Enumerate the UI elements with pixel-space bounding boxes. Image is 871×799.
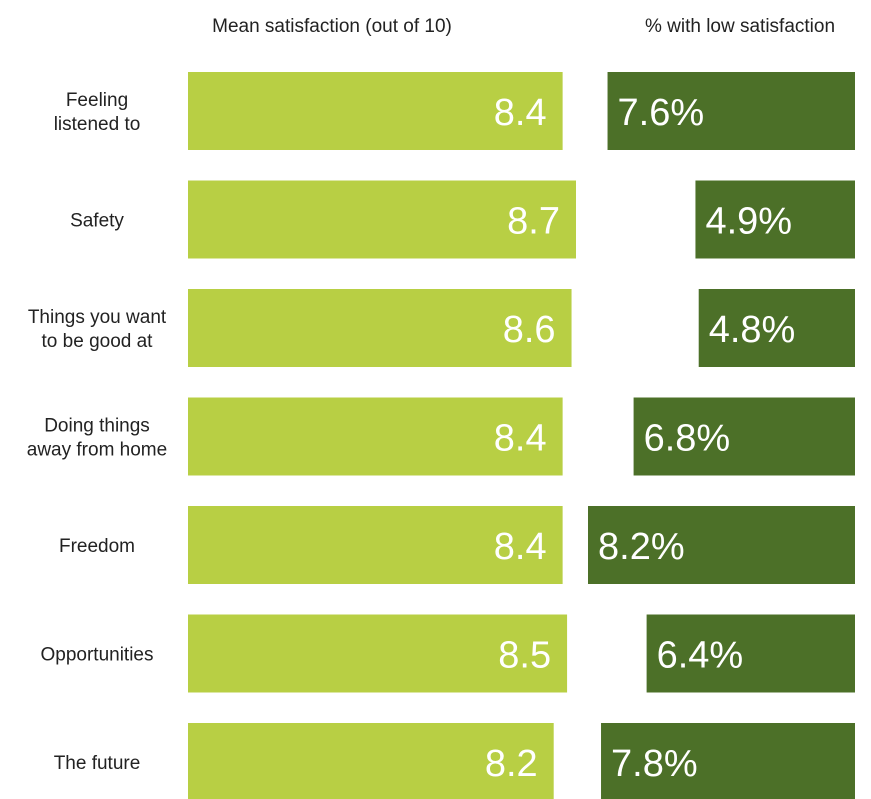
mean-satisfaction-value-label: 8.4 (494, 92, 547, 134)
category-label: Safety (70, 211, 124, 232)
category-label-line: Freedom (59, 536, 135, 557)
low-satisfaction-bar (588, 506, 855, 584)
mean-satisfaction-value-label: 8.2 (485, 743, 538, 785)
category-label: The future (54, 753, 141, 774)
low-satisfaction-value-label: 7.8% (611, 743, 698, 785)
low-satisfaction-bars: 7.6% 4.9% 4.8% 6.8% 8.2% 6.4% 7.8% (588, 72, 855, 799)
category-label: Things you want to be good at (28, 307, 167, 352)
low-satisfaction-bar (601, 723, 855, 799)
category-label-line: Feeling (66, 90, 128, 111)
category-label-line: Doing things (44, 416, 150, 437)
mean-satisfaction-value-label: 8.6 (503, 309, 556, 351)
category-label: Doing things away from home (27, 416, 167, 461)
mean-satisfaction-bars: 8.4 8.7 8.6 8.4 8.4 8.5 8.2 (188, 72, 576, 799)
mean-satisfaction-bar (188, 397, 563, 476)
mean-satisfaction-header: Mean satisfaction (out of 10) (212, 16, 452, 37)
category-label-line: to be good at (42, 331, 154, 352)
mean-satisfaction-bar (188, 506, 563, 584)
category-label-line: Things you want (28, 307, 167, 328)
low-satisfaction-value-label: 6.8% (644, 418, 731, 460)
low-satisfaction-value-label: 4.8% (709, 309, 796, 351)
category-label: Opportunities (40, 645, 153, 666)
low-satisfaction-bar (698, 289, 855, 367)
mean-satisfaction-value-label: 8.4 (494, 526, 547, 568)
mean-satisfaction-bar (188, 723, 554, 799)
mean-satisfaction-bar (188, 289, 572, 367)
mean-satisfaction-bar (188, 180, 576, 259)
category-label: Freedom (59, 536, 135, 557)
mean-satisfaction-bar (188, 614, 568, 693)
low-satisfaction-bar (633, 397, 855, 476)
category-label-line: Opportunities (40, 645, 153, 666)
category-label-line: listened to (54, 114, 141, 135)
low-satisfaction-bar (695, 180, 855, 259)
category-label-line: away from home (27, 440, 167, 461)
low-satisfaction-bar (607, 72, 855, 150)
category-labels: Feeling listened to Safety Things you want t… (27, 90, 167, 774)
category-label: Feeling listened to (54, 90, 141, 135)
mean-satisfaction-value-label: 8.5 (498, 635, 551, 677)
mean-satisfaction-bar (188, 72, 563, 150)
low-satisfaction-value-label: 4.9% (705, 201, 792, 243)
category-label-line: Safety (70, 211, 124, 232)
mean-satisfaction-value-label: 8.7 (507, 201, 560, 243)
mean-satisfaction-value-label: 8.4 (494, 418, 547, 460)
low-satisfaction-bar (646, 614, 855, 693)
low-satisfaction-value-label: 6.4% (657, 635, 744, 677)
low-satisfaction-value-label: 7.6% (618, 92, 705, 134)
low-satisfaction-header: % with low satisfaction (645, 16, 835, 37)
category-label-line: The future (54, 753, 141, 774)
low-satisfaction-value-label: 8.2% (598, 526, 685, 568)
